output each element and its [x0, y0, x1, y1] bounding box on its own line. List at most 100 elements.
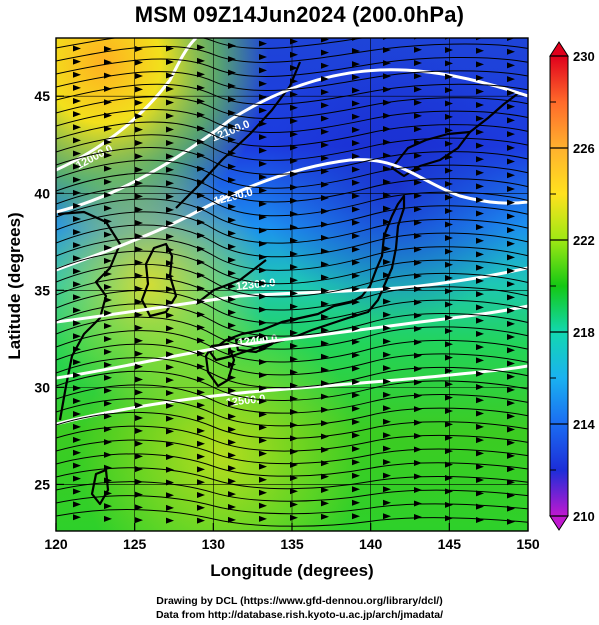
wind-arrow — [73, 202, 81, 209]
wind-arrow — [383, 232, 391, 239]
streamline — [56, 481, 528, 502]
wind-arrow — [321, 102, 329, 109]
wind-arrow — [197, 125, 205, 132]
wind-arrow — [166, 402, 174, 409]
wind-arrow — [290, 329, 298, 336]
wind-arrow — [228, 309, 236, 316]
wind-arrow — [445, 100, 453, 107]
wind-arrow — [507, 117, 515, 124]
wind-arrow — [321, 89, 329, 96]
wind-arrow — [73, 137, 81, 144]
wind-arrow — [383, 285, 391, 292]
wind-arrow — [166, 286, 174, 293]
wind-arrow — [445, 248, 453, 255]
wind-arrow — [445, 261, 453, 268]
wind-arrow — [228, 348, 236, 355]
wind-arrow — [73, 255, 81, 262]
wind-arrow — [259, 227, 267, 234]
russia-coastline — [175, 61, 302, 305]
wind-arrow — [321, 168, 329, 175]
wind-arrow — [228, 190, 236, 197]
wind-arrow — [135, 298, 143, 305]
wind-arrow — [414, 325, 422, 332]
wind-arrow — [259, 476, 267, 483]
wind-arrow — [259, 385, 267, 392]
wind-arrow — [166, 325, 174, 332]
wind-arrow — [352, 126, 360, 133]
wind-arrow — [507, 254, 515, 261]
wind-arrow — [73, 150, 81, 157]
wind-arrow — [321, 128, 329, 135]
wind-arrow — [321, 181, 329, 188]
wind-arrow — [414, 259, 422, 266]
y-axis: 25 30 35 40 45 — [34, 88, 64, 492]
x-tick-label: 145 — [438, 536, 462, 552]
wind-arrow — [259, 187, 267, 194]
wind-arrow — [383, 99, 391, 106]
wind-arrow — [476, 357, 484, 364]
wind-arrow — [166, 45, 174, 52]
wind-arrow — [321, 208, 329, 215]
wind-arrow — [290, 264, 298, 271]
wind-arrow — [507, 89, 515, 96]
wind-arrow — [259, 359, 267, 366]
wind-arrow — [383, 418, 391, 425]
wind-arrow — [476, 516, 484, 523]
wind-arrow — [321, 367, 329, 374]
wind-arrow — [104, 257, 112, 264]
streamline — [56, 411, 528, 439]
wind-arrow — [259, 372, 267, 379]
wind-arrow — [507, 227, 515, 234]
wind-arrow — [73, 333, 81, 340]
wind-arrow — [445, 474, 453, 481]
wind-arrow — [321, 380, 329, 387]
wind-arrow — [414, 365, 422, 372]
wind-arrow — [135, 311, 143, 318]
wind-arrow — [166, 351, 174, 358]
wind-arrow — [445, 47, 453, 54]
wind-arrow — [228, 504, 236, 511]
wind-arrow — [135, 86, 143, 93]
wind-arrow — [476, 477, 484, 484]
wind-arrow — [352, 61, 360, 68]
wind-arrow — [445, 327, 453, 334]
wind-arrow — [166, 364, 174, 371]
streamline — [56, 453, 528, 477]
wind-arrow — [352, 153, 360, 160]
wind-arrow — [166, 86, 174, 93]
wind-arrow — [73, 176, 81, 183]
wind-arrow — [197, 57, 205, 64]
wind-arrow — [445, 488, 453, 495]
wind-arrow — [476, 101, 484, 108]
wind-arrow — [290, 157, 298, 164]
wind-arrow — [476, 304, 484, 311]
streamline — [56, 263, 528, 298]
colorbar-tick-label: 226 — [573, 141, 595, 156]
taiwan-coastline — [90, 468, 110, 506]
wind-arrow — [445, 234, 453, 241]
wind-arrow — [476, 47, 484, 54]
wind-arrow — [476, 383, 484, 390]
wind-arrow — [476, 277, 484, 284]
wind-arrow — [197, 350, 205, 357]
wind-arrow — [228, 257, 236, 264]
wind-arrow — [383, 325, 391, 332]
y-axis-label: Latitude (degrees) — [5, 212, 24, 359]
wind-arrow — [352, 459, 360, 466]
wind-arrow — [166, 428, 174, 435]
wind-arrow — [414, 312, 422, 319]
wind-arrow — [476, 370, 484, 377]
wind-arrow — [228, 439, 236, 446]
wind-arrow — [197, 402, 205, 409]
wind-arrow — [228, 465, 236, 472]
wind-arrow — [445, 87, 453, 94]
wind-arrow — [135, 337, 143, 344]
wind-arrow — [414, 192, 422, 199]
wind-arrow — [476, 291, 484, 298]
wind-arrow — [383, 152, 391, 159]
x-tick-label: 125 — [123, 536, 147, 552]
wind-arrow — [352, 325, 360, 332]
wind-arrow — [383, 459, 391, 466]
wind-arrow — [414, 486, 422, 493]
streamline — [56, 108, 528, 134]
